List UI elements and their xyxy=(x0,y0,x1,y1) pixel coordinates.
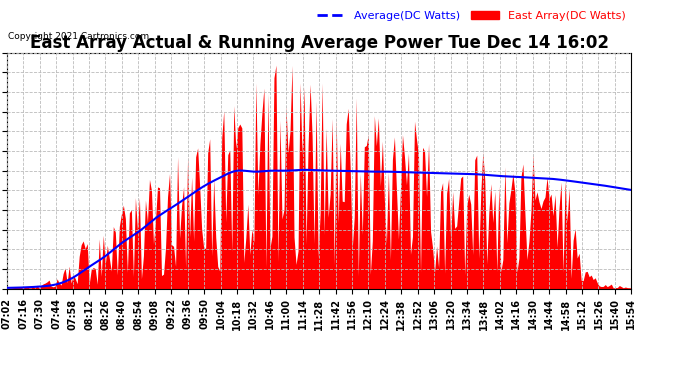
Legend: Average(DC Watts), East Array(DC Watts): Average(DC Watts), East Array(DC Watts) xyxy=(317,11,626,21)
Text: Copyright 2021 Cartronics.com: Copyright 2021 Cartronics.com xyxy=(8,32,150,41)
Title: East Array Actual & Running Average Power Tue Dec 14 16:02: East Array Actual & Running Average Powe… xyxy=(30,34,609,53)
